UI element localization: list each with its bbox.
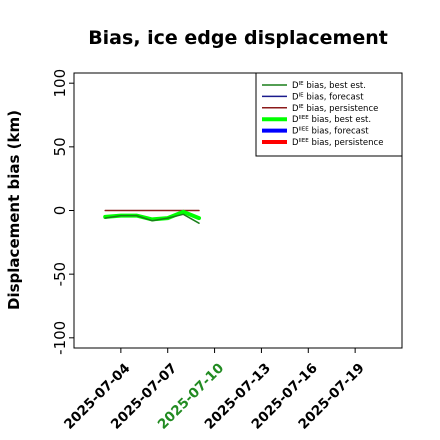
legend-entry: DIE bias, persistence	[292, 104, 378, 114]
y-tick-label: 100	[51, 69, 69, 98]
y-tick-label: -50	[51, 262, 69, 287]
legend-entry: DIE bias, forecast	[292, 92, 364, 102]
chart-title: Bias, ice edge displacement	[88, 27, 388, 49]
y-tick-label: 50	[51, 137, 69, 156]
y-axis-label: Displacement bias (km)	[5, 110, 23, 310]
legend-entry: DIIEE bias, best est.	[292, 115, 371, 125]
legend-entry: DIE bias, best est.	[292, 81, 366, 91]
legend: DIE bias, best est.DIE bias, forecast DIE…	[255, 72, 403, 157]
y-tick-label: 0	[51, 206, 69, 216]
legend-entry: DIIEE bias, persistence	[292, 138, 383, 148]
legend-box	[255, 72, 403, 157]
y-tick-label: -100	[51, 321, 69, 355]
series-lines	[103, 209, 201, 224]
series-line-0	[104, 213, 200, 224]
x-axis-ticks: 2025-07-042025-07-072025-07-102025-07-13…	[61, 348, 368, 433]
y-axis-ticks: 100 50 0 -50 -100	[51, 69, 74, 355]
legend-entry: DIIEE bias, forecast	[292, 127, 369, 137]
